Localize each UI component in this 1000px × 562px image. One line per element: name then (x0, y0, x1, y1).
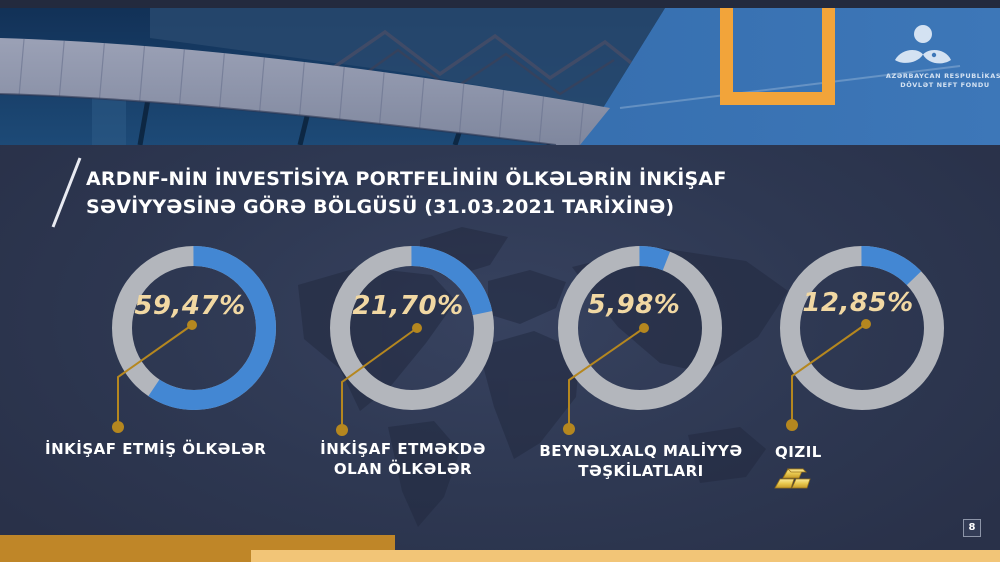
percent-value-developed: 59,47% (134, 291, 246, 321)
label-gold: QIZIL (775, 443, 822, 461)
header-photo-building: AZƏRBAYCAN RESPUBLİKASI DÖVLƏT NEFT FOND… (0, 8, 1000, 145)
building-cladding-band (0, 38, 610, 145)
label-international-financial-organizations: BEYNƏLXALQ MALİYYƏ TƏŞKİLATLARI (539, 442, 743, 480)
label-developing-countries: İNKİŞAF ETMƏKDƏ OLAN ÖLKƏLƏR (320, 440, 486, 478)
building-photo-illustration (0, 8, 1000, 145)
content-area: ARDNF-NİN İNVESTİSİYA PORTFELİNİN ÖLKƏLƏ… (0, 145, 1000, 562)
sofaz-logo: AZƏRBAYCAN RESPUBLİKASI DÖVLƏT NEFT FOND… (878, 24, 1000, 90)
donut-chart-international-financial-organizations (558, 246, 722, 410)
logo-org-line1: AZƏRBAYCAN RESPUBLİKASI (885, 72, 1000, 80)
page-number-badge: 8 (963, 519, 981, 537)
top-dark-bar (0, 0, 1000, 8)
donut-chart-developed-countries (112, 246, 276, 410)
label-developed-countries: İNKİŞAF ETMİŞ ÖLKƏLƏR (45, 440, 267, 458)
gold-bars-icon (774, 468, 811, 489)
percent-value-ifo: 5,98% (587, 290, 681, 320)
donut-chart-developing-countries (330, 246, 494, 410)
percent-value-gold: 12,85% (802, 288, 914, 318)
sofaz-logo-icon (895, 25, 951, 64)
slide-title: ARDNF-NİN İNVESTİSİYA PORTFELİNİN ÖLKƏLƏ… (86, 166, 727, 221)
slide-title-line1: ARDNF-NİN İNVESTİSİYA PORTFELİNİN ÖLKƏLƏ… (86, 168, 727, 190)
orange-frame-accent (720, 8, 835, 105)
contrail (619, 65, 961, 109)
logo-org-line2: DÖVLƏT NEFT FONDU (900, 81, 990, 89)
donut-chart-gold (780, 246, 944, 410)
percent-value-developing: 21,70% (352, 291, 464, 321)
bottom-bar-light-gold (251, 550, 1000, 562)
slide-title-line2: SƏVİYYƏSİNƏ GÖRƏ BÖLGÜSÜ (31.03.2021 TAR… (86, 195, 675, 218)
